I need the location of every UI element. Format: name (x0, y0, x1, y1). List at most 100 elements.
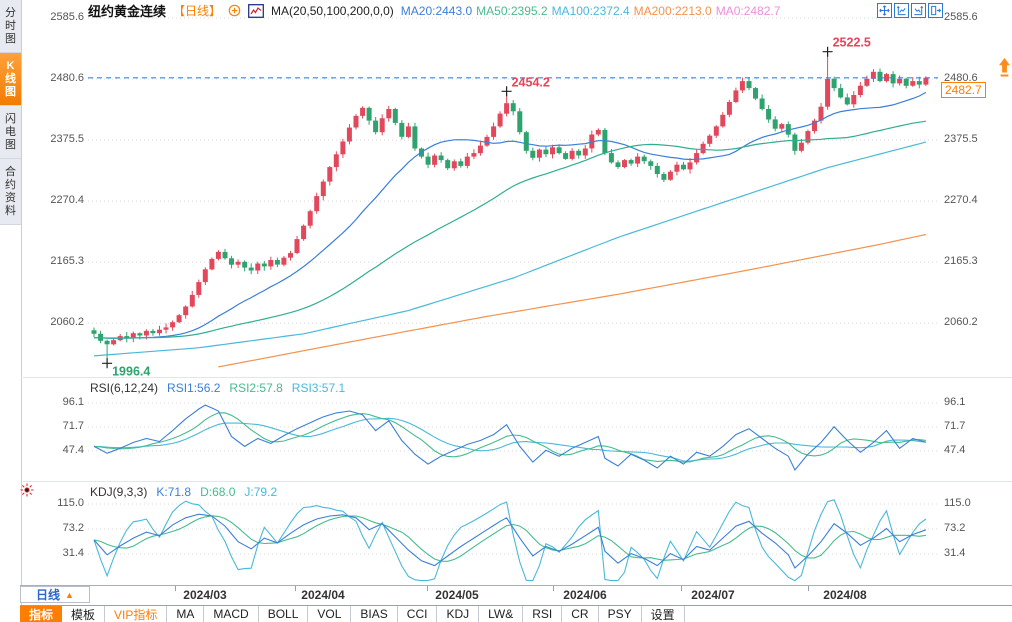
date-tick (175, 586, 176, 591)
scale-right-axis-icon[interactable] (911, 3, 926, 18)
rsi-axis-label: 71.7 (62, 420, 84, 432)
current-price-tag: 2482.7 (941, 82, 986, 98)
kdj-legend: K:71.8 (156, 485, 192, 499)
date-label: 2024/08 (823, 588, 867, 602)
candlestick-layer (91, 54, 929, 361)
instrument-title: 纽约黄金连续 (88, 4, 167, 19)
rsi-panel-canvas[interactable] (88, 377, 940, 481)
toolbar-item-PSY[interactable]: PSY (599, 606, 642, 622)
rsi-legend: RSI2:57.8 (229, 381, 283, 395)
rsi-axis-label: 96.1 (944, 396, 966, 408)
kdj-axis-label: 31.4 (944, 547, 966, 559)
kdj-title: KDJ(9,3,3) (90, 485, 148, 499)
period-tag: 【日线】 (173, 4, 222, 18)
date-tick (553, 586, 554, 591)
date-tick (427, 586, 428, 591)
kdj-axis-label: 115.0 (57, 497, 84, 509)
kdj-legend: J:79.2 (244, 485, 278, 499)
price-axis-label: 2165.3 (944, 255, 978, 268)
time-axis-line (20, 585, 1012, 586)
date-tick (808, 586, 809, 591)
chevron-up-icon: ▲ (65, 589, 74, 600)
kdj-header: KDJ(9,3,3) K:71.8 D:68.0 J:79.2 (90, 485, 277, 499)
indicator-toolbar: 指标 模板 VIP指标 MA MACD BOLL VOL BIAS CCI KDJ LW& RSI CR… (20, 605, 1012, 622)
panel-divider (23, 377, 1012, 378)
panel-divider (23, 481, 1012, 482)
toolbar-item-模板[interactable]: 模板 (62, 606, 106, 622)
toolbar-item-CCI[interactable]: CCI (398, 606, 438, 622)
toolbar-item-设置[interactable]: 设置 (642, 606, 685, 622)
kdj-hot-indicator-icon[interactable] (20, 483, 34, 502)
rsi-axis-label: 47.4 (62, 443, 84, 456)
kdj-panel-canvas[interactable] (88, 481, 940, 585)
ma-legend: MA20:2443.0 (400, 3, 473, 18)
rsi-axis-label: 47.4 (944, 443, 966, 456)
chart-header: 纽约黄金连续 【日线】 MA(20,50,100,200,0,0) MA20:2… (88, 2, 784, 20)
date-label: 2024/06 (563, 588, 607, 602)
grid-layer (88, 17, 938, 324)
main-chart-canvas[interactable]: 1996.4 2454.2 2522.5 (88, 0, 940, 377)
date-label: 2024/03 (183, 588, 227, 602)
toolbar-item-BOLL[interactable]: BOLL (259, 606, 309, 622)
period-selector[interactable]: 日线 ▲ (20, 586, 90, 603)
price-axis-label: 2270.4 (944, 194, 978, 207)
exit-chart-icon[interactable] (928, 3, 943, 18)
rsi-legend: RSI1:56.2 (167, 381, 221, 395)
price-axis-label: 2585.6 (944, 11, 978, 23)
date-label: 2024/04 (301, 588, 345, 602)
price-axis-label: 2480.6 (50, 72, 84, 84)
price-up-arrow-icon (999, 58, 1010, 77)
toolbar-item-VOL[interactable]: VOL (308, 606, 352, 622)
toolbar-item-指标[interactable]: 指标 (20, 606, 63, 622)
kdj-axis-label: 115.0 (944, 497, 971, 509)
date-tick (295, 586, 296, 591)
date-label: 2024/07 (691, 588, 735, 602)
toolbar-item-LW&[interactable]: LW& (479, 606, 524, 622)
period-selector-label: 日线 (36, 588, 61, 602)
svg-text:2522.5: 2522.5 (833, 36, 871, 50)
price-axis-label: 2270.4 (50, 194, 84, 207)
date-tick (681, 586, 682, 591)
toolbar-item-RSI[interactable]: RSI (523, 606, 563, 622)
price-axis-label: 2480.6 (944, 72, 978, 84)
sidebar-tab-3[interactable]: 闪电图 (0, 106, 21, 159)
rsi-title: RSI(6,12,24) (90, 381, 159, 395)
sidebar-tab-1[interactable]: 分时图 (0, 0, 21, 53)
price-axis-label: 2165.3 (50, 255, 84, 268)
date-label: 2024/05 (435, 588, 479, 602)
price-axis-label: 2375.5 (50, 133, 84, 146)
kdj-axis-label: 31.4 (62, 547, 84, 559)
toolbar-item-MACD[interactable]: MACD (204, 606, 259, 622)
ma-legend: MA50:2395.2 (476, 3, 548, 18)
price-axis-label: 2060.2 (944, 316, 978, 329)
ma-legend: MA100:2372.4 (551, 3, 630, 18)
rsi-axis-label: 96.1 (62, 396, 84, 408)
toolbar-item-BIAS[interactable]: BIAS (351, 606, 398, 622)
crosshair-pan-icon[interactable] (877, 3, 892, 18)
price-axis-label: 2375.5 (944, 133, 978, 146)
kdj-legend: D:68.0 (200, 485, 236, 499)
toolbar-item-MA[interactable]: MA (167, 606, 205, 622)
add-overlay-icon[interactable] (228, 4, 241, 17)
ma-legend: MA0:2482.7 (715, 3, 781, 18)
ma-lines-layer (93, 91, 927, 368)
svg-text:1996.4: 1996.4 (112, 364, 150, 377)
scale-left-axis-icon[interactable] (894, 3, 909, 18)
ma-legend: MA200:2213.0 (633, 3, 712, 18)
toolbar-item-CR[interactable]: CR (562, 606, 599, 622)
rsi-axis-label: 71.7 (944, 420, 966, 432)
toolbar-item-KDJ[interactable]: KDJ (437, 606, 480, 622)
kdj-axis-label: 73.2 (944, 522, 966, 534)
ma-formula: MA(20,50,100,200,0,0) (271, 3, 394, 18)
toolbar-item-VIP指标[interactable]: VIP指标 (105, 606, 168, 622)
sidebar-tab-4[interactable]: 合约资料 (0, 159, 21, 225)
svg-text:2454.2: 2454.2 (512, 75, 550, 89)
kline-mini-icon (248, 3, 264, 18)
price-axis-label: 2060.2 (50, 316, 84, 329)
annotation-layer: 1996.4 2454.2 2522.5 (102, 36, 871, 377)
rsi-legend: RSI3:57.1 (291, 381, 346, 395)
rsi-header: RSI(6,12,24) RSI1:56.2 RSI2:57.8 RSI3:57.1 (90, 381, 345, 395)
